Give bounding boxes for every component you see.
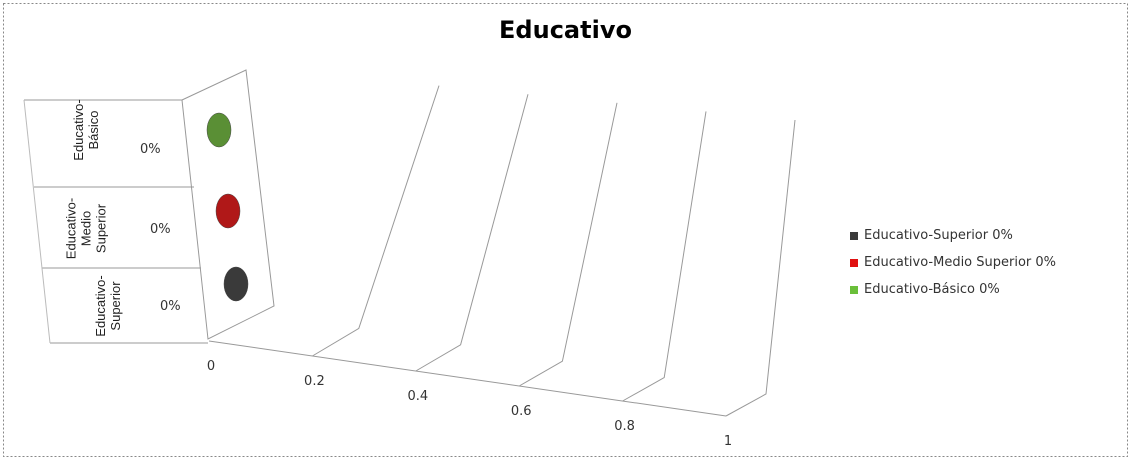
category-label-line: Superior xyxy=(108,281,123,331)
x-tick-label: 0.4 xyxy=(407,389,429,404)
bar xyxy=(223,266,249,302)
gridline xyxy=(622,111,707,402)
category-label-line: Educativo- xyxy=(93,275,108,337)
category-label: Educativo- Medio Superior xyxy=(64,183,109,273)
legend-swatch xyxy=(850,231,858,240)
category-label: Educativo- Básico xyxy=(71,85,101,175)
legend-item: Educativo-Superior 0% xyxy=(850,222,1056,249)
value-axis xyxy=(208,340,727,417)
gridline xyxy=(415,94,529,372)
category-label-line: Educativo- xyxy=(71,99,86,161)
legend-item: Educativo-Medio Superior 0% xyxy=(850,249,1056,276)
category-label: Educativo- Superior xyxy=(93,261,123,351)
x-tick-label: 0.6 xyxy=(510,404,532,419)
category-label-line: Básico xyxy=(86,110,101,150)
data-label: 0% xyxy=(150,222,171,237)
legend-label: Educativo-Superior 0% xyxy=(864,228,1013,243)
x-tick-label: 0.2 xyxy=(304,374,325,389)
x-tick-label: 0 xyxy=(206,359,216,374)
gridline xyxy=(518,102,618,387)
chart-title: Educativo xyxy=(499,16,632,44)
data-label: 0% xyxy=(140,142,161,157)
legend-swatch xyxy=(850,285,858,294)
data-label: 0% xyxy=(160,299,181,314)
category-grid-line xyxy=(23,99,51,344)
legend-label: Educativo-Medio Superior 0% xyxy=(864,255,1057,270)
chart-legend: Educativo-Superior 0% Educativo-Medio Sup… xyxy=(850,222,1056,303)
category-label-line: Superior xyxy=(93,203,109,253)
category-label-line: Medio xyxy=(78,210,94,246)
x-tick-label: 0.8 xyxy=(614,419,635,434)
category-label-line: Educativo- xyxy=(63,197,79,259)
bar xyxy=(215,193,241,229)
legend-swatch xyxy=(850,258,858,267)
chart-border xyxy=(3,3,1128,457)
gridline xyxy=(725,119,796,417)
x-tick-label: 1 xyxy=(723,434,733,449)
bar xyxy=(206,112,232,148)
legend-label: Educativo-Básico 0% xyxy=(864,282,1000,297)
legend-item: Educativo-Básico 0% xyxy=(850,276,1056,303)
gridline xyxy=(312,85,440,357)
